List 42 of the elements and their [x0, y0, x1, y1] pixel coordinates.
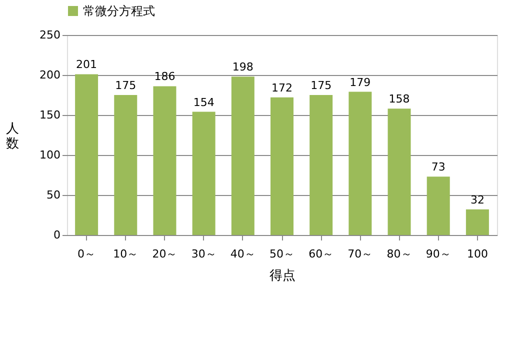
bar: [192, 112, 216, 235]
data-label: 175: [115, 79, 136, 92]
data-label: 179: [350, 76, 371, 89]
data-label: 158: [388, 92, 410, 106]
data-label: 175: [310, 79, 332, 92]
data-label: 172: [272, 81, 292, 94]
y-tick-label: 250: [40, 28, 60, 42]
bar: [310, 95, 333, 235]
bar: [388, 108, 411, 235]
x-tick-label: 10～: [113, 248, 138, 260]
x-tick-label: 100: [466, 248, 488, 260]
x-tick-label: 70～: [348, 248, 373, 260]
data-label: 198: [232, 60, 254, 74]
data-label: 32: [470, 193, 484, 206]
data-label: 201: [76, 58, 98, 72]
bar: [270, 97, 294, 235]
bar: [153, 86, 176, 235]
x-tick-label: 0～: [78, 248, 96, 260]
bar: [466, 209, 489, 235]
data-label: 73: [431, 160, 446, 174]
legend-label: 常微分方程式: [83, 4, 155, 18]
x-tick-label: 50～: [270, 248, 294, 260]
x-tick-label: 80～: [386, 248, 412, 260]
bar: [426, 176, 450, 235]
x-tick-label: 90～: [426, 248, 451, 260]
x-tick-label: 20～: [152, 248, 178, 260]
bar: [348, 92, 372, 235]
y-tick-label: 150: [40, 108, 60, 122]
x-tick-label: 30～: [191, 248, 216, 260]
y-tick-label: 100: [40, 148, 60, 162]
bar: [231, 76, 254, 235]
bar: [75, 74, 98, 235]
x-tick-label: 60～: [308, 248, 334, 260]
data-label: 186: [154, 70, 176, 84]
y-axis-title: 人数: [6, 122, 20, 152]
x-axis-title: 得点: [270, 268, 296, 284]
x-tick-label: 40～: [230, 248, 256, 260]
y-tick-label: 0: [54, 228, 60, 242]
y-tick-label: 200: [40, 68, 60, 82]
data-label: 154: [193, 96, 214, 109]
bar: [114, 95, 138, 235]
y-tick-label: 50: [46, 188, 60, 202]
